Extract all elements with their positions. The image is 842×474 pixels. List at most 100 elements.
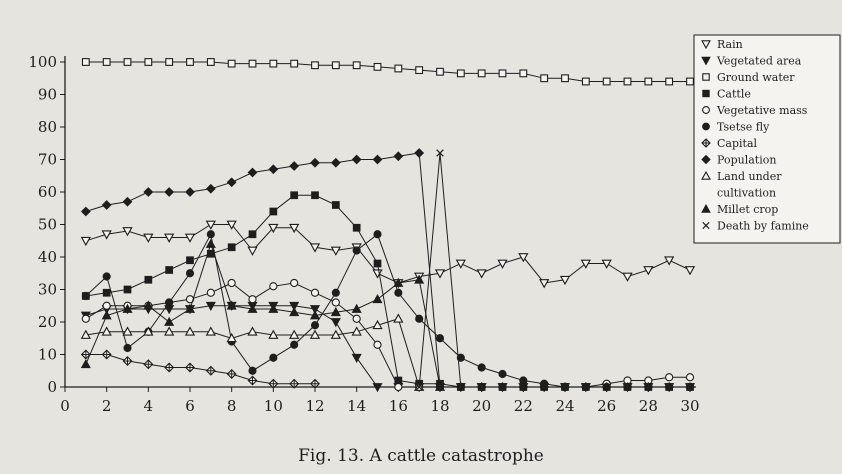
- point-ground-water: [373, 62, 382, 71]
- point-population: [664, 382, 675, 392]
- x-tick-label: 4: [144, 397, 154, 415]
- x-tick-label: 30: [680, 397, 699, 415]
- y-tick-label: 30: [38, 281, 57, 299]
- point-capital: [289, 378, 300, 389]
- series-layer: [80, 58, 696, 393]
- point-rain: [580, 259, 591, 269]
- point-vegetated-area: [289, 301, 300, 311]
- point-rain: [205, 220, 216, 230]
- x-tick-label: 22: [514, 397, 533, 415]
- series-death-by-famine: [415, 149, 465, 391]
- point-vegetative-mass: [290, 278, 299, 288]
- point-capital: [164, 362, 175, 373]
- point-millet-crop: [143, 300, 154, 310]
- point-tsetse-fly: [415, 314, 424, 323]
- series-line-rain: [85, 224, 691, 284]
- point-population: [226, 177, 237, 188]
- point-ground-water: [644, 77, 653, 86]
- point-vegetative-mass: [269, 282, 278, 291]
- x-tick-label: 18: [430, 397, 449, 415]
- y-tick-label: 20: [38, 313, 57, 331]
- point-ground-water: [540, 74, 549, 83]
- point-vegetative-mass: [331, 298, 340, 307]
- point-tsetse-fly: [185, 269, 195, 278]
- legend-marker-vegetative-mass: [702, 106, 710, 114]
- point-population: [247, 167, 258, 178]
- point-land-under-cultivation: [309, 329, 321, 339]
- legend-marker-ground-water: [702, 73, 710, 81]
- point-cattle: [102, 288, 111, 297]
- point-population: [560, 382, 570, 392]
- point-ground-water: [352, 61, 361, 70]
- point-rain: [372, 269, 383, 279]
- point-rain: [497, 259, 508, 269]
- point-cattle: [227, 243, 236, 252]
- point-land-under-cultivation: [101, 326, 112, 336]
- point-capital: [143, 359, 154, 370]
- point-rain: [455, 259, 466, 269]
- y-tick-label: 10: [38, 346, 57, 364]
- series-population: [80, 148, 695, 392]
- point-ground-water: [144, 58, 153, 66]
- point-vegetative-mass: [81, 314, 90, 323]
- point-millet-crop: [268, 303, 279, 313]
- point-millet-crop: [393, 277, 404, 287]
- point-population: [351, 154, 362, 165]
- point-millet-crop: [101, 310, 112, 320]
- point-rain: [80, 236, 91, 247]
- point-population: [372, 154, 383, 165]
- point-population: [601, 382, 612, 392]
- point-millet-crop: [330, 307, 341, 317]
- point-tsetse-fly: [477, 363, 486, 372]
- point-ground-water: [81, 58, 90, 66]
- point-millet-crop: [289, 307, 300, 317]
- point-ground-water: [123, 58, 132, 66]
- point-population: [476, 382, 487, 392]
- series-land-under-cultivation: [80, 313, 425, 391]
- point-vegetative-mass: [394, 382, 403, 392]
- point-death-by-famine: [457, 383, 465, 391]
- point-vegetated-area: [351, 353, 362, 363]
- point-capital: [205, 365, 216, 376]
- point-population: [580, 382, 591, 392]
- point-vegetated-area: [205, 301, 216, 311]
- point-land-under-cultivation: [184, 326, 196, 336]
- legend-marker-cattle: [702, 89, 710, 98]
- point-land-under-cultivation: [372, 319, 383, 330]
- point-millet-crop: [434, 381, 446, 391]
- point-land-under-cultivation: [330, 329, 341, 339]
- point-land-under-cultivation: [226, 332, 237, 343]
- point-death-by-famine: [436, 149, 444, 157]
- point-cattle: [269, 207, 278, 216]
- point-vegetative-mass: [310, 288, 320, 297]
- point-ground-water: [331, 61, 340, 70]
- point-rain: [643, 266, 654, 276]
- point-capital: [310, 378, 320, 389]
- point-ground-water: [227, 59, 236, 68]
- point-capital: [101, 349, 112, 360]
- point-rain: [664, 256, 675, 266]
- series-millet-crop: [80, 238, 446, 391]
- x-tick-label: 16: [389, 397, 408, 415]
- point-ground-water: [165, 58, 174, 66]
- point-land-under-cultivation: [247, 326, 258, 336]
- legend-marker-vegetated-area: [701, 56, 711, 66]
- point-vegetative-mass: [248, 295, 257, 304]
- legend: Rain Vegetated area Ground water Cattle Vege…: [693, 34, 841, 244]
- legend-label-vegetative-mass: Vegetative mass: [716, 104, 808, 117]
- x-tick-label: 20: [472, 397, 491, 415]
- point-millet-crop: [205, 238, 216, 248]
- x-tick-label: 6: [185, 397, 195, 415]
- point-millet-crop: [184, 303, 196, 313]
- point-millet-crop: [414, 274, 425, 284]
- point-ground-water: [186, 58, 194, 66]
- point-cattle: [311, 191, 319, 200]
- point-population: [122, 196, 133, 207]
- point-ground-water: [686, 77, 694, 86]
- point-population: [414, 148, 425, 158]
- point-land-under-cultivation: [205, 326, 216, 336]
- point-cattle: [290, 191, 299, 200]
- point-ground-water: [477, 69, 486, 78]
- point-rain: [518, 253, 529, 263]
